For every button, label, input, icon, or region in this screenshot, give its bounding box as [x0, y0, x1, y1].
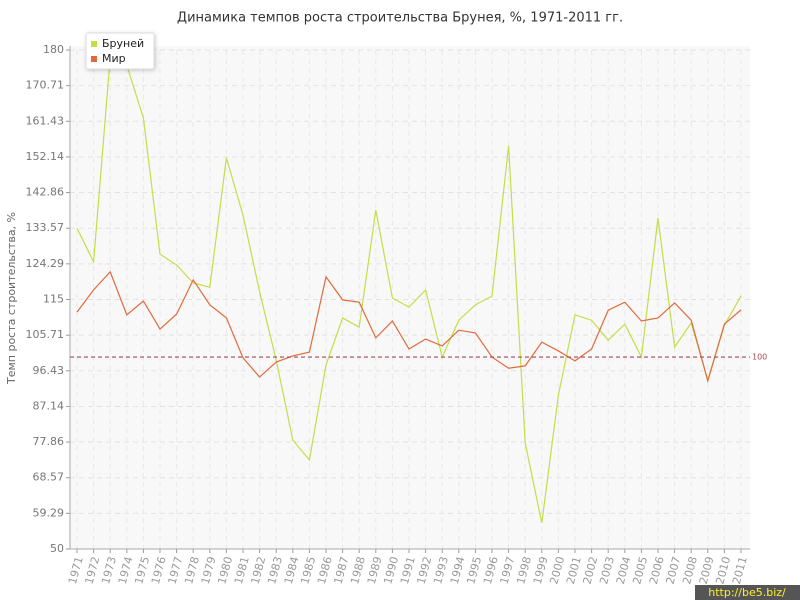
- legend-label: Бруней: [102, 37, 144, 50]
- y-tick-label: 161.43: [26, 114, 65, 127]
- legend: Бруней Мир: [85, 32, 155, 70]
- y-tick-label: 105.71: [26, 328, 65, 341]
- y-tick-label: 77.86: [33, 435, 65, 448]
- y-tick-label: 96.43: [33, 364, 65, 377]
- y-tick-label: 59.29: [33, 506, 65, 519]
- legend-swatch: [91, 56, 97, 62]
- watermark-bg: [695, 585, 800, 600]
- y-tick-label: 133.57: [26, 221, 65, 234]
- y-tick-label: 142.86: [26, 186, 65, 199]
- y-tick-label: 50: [50, 542, 64, 555]
- legend-swatch: [91, 41, 97, 47]
- legend-box: [85, 32, 155, 70]
- y-tick-label: 170.71: [26, 79, 65, 92]
- reference-label: 100: [752, 353, 767, 362]
- y-tick-label: 87.14: [33, 399, 65, 412]
- series-line: [76, 270, 742, 384]
- plot: 100: [70, 56, 767, 524]
- y-tick-label: 115: [43, 293, 64, 306]
- y-tick-label: 152.14: [26, 150, 65, 163]
- series-line: [76, 56, 742, 524]
- legend-label: Мир: [102, 52, 126, 65]
- x-tick-label: 2011: [730, 555, 750, 585]
- plot-background: [70, 46, 750, 549]
- y-tick-label: 180: [43, 43, 64, 56]
- watermark: http://be5.biz/: [708, 586, 786, 599]
- y-tick-label: 68.57: [33, 471, 65, 484]
- y-tick-label: 124.29: [26, 257, 65, 270]
- y-axis-label: Темп роста строительства, %: [5, 212, 18, 385]
- chart-title: Динамика темпов роста строительства Брун…: [177, 11, 623, 26]
